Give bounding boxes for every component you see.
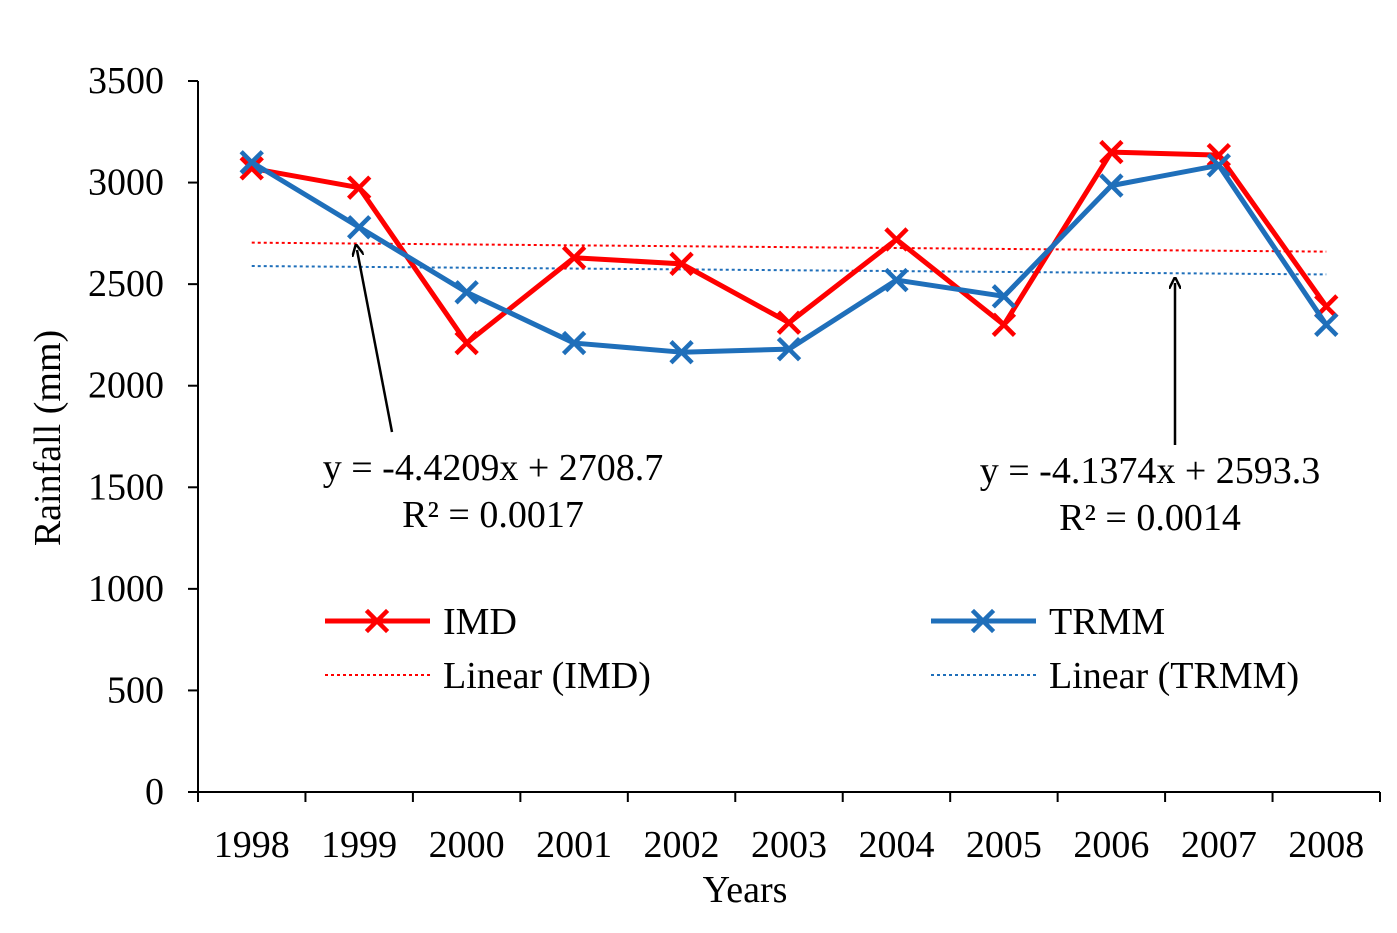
x-tick-label: 1998 [214,824,290,866]
trendline-trmm [251,265,1327,276]
legend-swatch-marker [364,608,390,634]
y-tick-label: 0 [145,771,164,813]
x-tick-label: 1999 [321,824,397,866]
data-point-trmm [561,330,587,356]
x-tick-label: 2000 [429,824,505,866]
data-point-trmm [669,340,694,365]
marker-stroke [561,330,587,356]
trend-equation-trmm: y = -4.1374x + 2593.3 [980,450,1321,492]
marker-stroke [346,175,372,200]
legend-item-linear-imd: Linear (IMD) [325,655,651,697]
series-line-imd [251,149,1329,346]
legend-item-imd: IMD [325,601,517,643]
marker-stroke [669,340,694,365]
y-tick-label: 500 [107,669,164,711]
legend-swatch-marker [970,608,996,634]
legend-label: Linear (IMD) [443,655,651,697]
trendlines [251,241,1327,276]
y-axis-title: Rainfall (mm) [27,330,69,546]
data-point-trmm [454,280,479,305]
x-tick-label: 2001 [536,824,612,866]
data-point-imd [346,175,372,200]
legend-label: IMD [443,601,517,643]
marker-stroke [884,227,909,252]
x-tick-label: 2004 [858,824,934,866]
data-point-imd [1099,139,1124,165]
data-point-trmm [346,215,372,240]
trend-r2-trmm: R² = 0.0014 [1059,497,1241,539]
data-point-imd [239,156,264,181]
data-point-imd [561,245,587,270]
data-point-trmm [991,284,1017,309]
marker-stroke [884,267,909,293]
marker-stroke [776,310,802,335]
data-point-imd [991,312,1017,337]
marker-stroke [454,330,479,356]
x-tick-label: 2005 [966,824,1042,866]
data-point-imd [454,330,479,356]
y-tick-label: 1000 [88,568,164,610]
marker-stroke [454,280,479,305]
legend-item-trmm: TRMM [931,601,1165,643]
data-point-trmm [1314,312,1339,337]
series-lines [239,139,1339,365]
x-axis-title: Years [703,869,788,911]
annotation-arrow-imd [357,250,394,433]
legend-label: TRMM [1049,601,1165,643]
marker-stroke [239,150,264,175]
y-tick-label: 3500 [88,60,164,102]
data-point-trmm [1099,173,1124,198]
legend: IMD TRMM Linear (IMD) Linear (TRMM) [325,601,1299,697]
marker-stroke [970,608,996,634]
data-point-trmm [239,150,264,175]
legend-label: Linear (TRMM) [1049,655,1299,697]
marker-stroke [239,156,264,181]
x-tick-label: 2006 [1073,824,1149,866]
data-point-imd [669,251,694,277]
trendline-imd [251,241,1327,253]
y-tick-label: 2500 [88,263,164,305]
trend-r2-imd: R² = 0.0017 [402,494,584,536]
marker-stroke [346,215,372,240]
data-point-trmm [1206,153,1232,178]
x-tick-label: 2003 [751,824,827,866]
y-tick-label: 2000 [88,365,164,407]
trend-equation-imd: y = -4.4209x + 2708.7 [323,447,664,489]
y-tick-label: 1500 [88,466,164,508]
marker-stroke [1099,173,1124,198]
x-tick-label: 2002 [644,824,720,866]
data-point-imd [776,310,802,335]
marker-stroke [561,245,587,270]
marker-stroke [1314,312,1339,337]
marker-stroke [1206,153,1232,178]
data-point-trmm [884,267,909,293]
marker-stroke [991,284,1017,309]
marker-stroke [364,608,390,634]
data-point-trmm [776,336,802,362]
annotations: y = -4.4209x + 2708.7 R² = 0.0017 y = -4.1… [323,250,1321,539]
marker-stroke [1099,139,1124,165]
axes: 0 500 1000 1500 2000 2500 3000 3500 1998 1999 2000… [27,60,1381,911]
x-tick-label: 2008 [1288,824,1364,866]
data-point-imd [884,227,909,252]
marker-stroke [776,336,802,362]
marker-stroke [991,312,1017,337]
marker-stroke [669,251,694,277]
y-tick-label: 3000 [88,162,164,204]
legend-item-linear-trmm: Linear (TRMM) [931,655,1299,697]
x-tick-label: 2007 [1181,824,1257,866]
